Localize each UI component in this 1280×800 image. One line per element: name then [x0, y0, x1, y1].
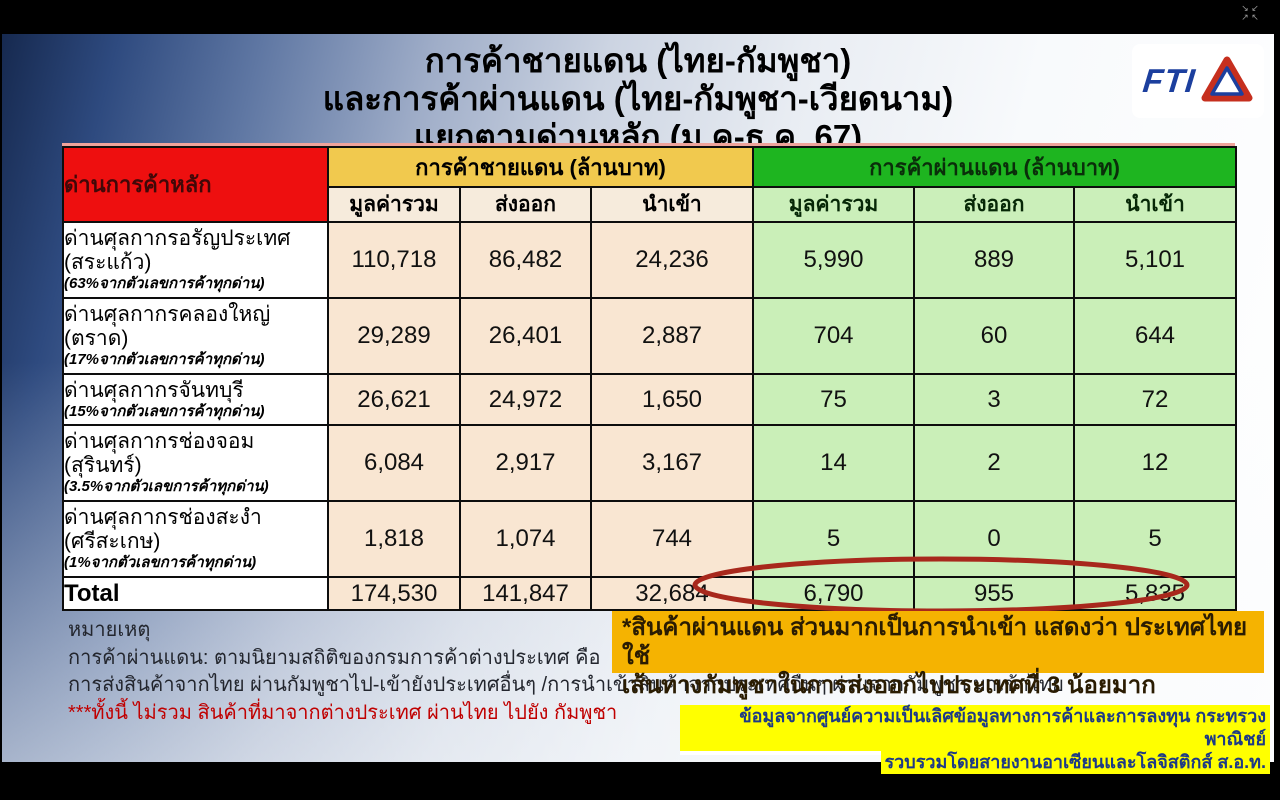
border-export-value: 86,482 — [459, 221, 592, 299]
total-transit-import: 5,835 — [1072, 576, 1238, 611]
border-export-value: 26,401 — [459, 297, 592, 375]
table-top-accent-line — [62, 143, 1235, 146]
transit-callout-box: *สินค้าผ่านแดน ส่วนมากเป็นการนำเข้า แสดง… — [612, 611, 1264, 699]
checkpoint-province: (สระแก้ว) — [64, 251, 152, 274]
border-export-value: 2,917 — [459, 424, 592, 502]
table-row: ด่านศุลกากรจันทบุรี (15%จากตัวเลขการค้าท… — [62, 373, 1238, 426]
checkpoint-percent: (15%จากตัวเลขการค้าทุกด่าน) — [64, 402, 265, 420]
notes-block: หมายเหตุ การค้าผ่านแดน: ตามนิยามสถิติของ… — [68, 617, 1064, 727]
total-border-total: 174,530 — [327, 576, 461, 611]
transit-export-value: 2 — [913, 424, 1075, 502]
notes-heading: หมายเหตุ — [68, 619, 151, 641]
title-line-1: การค้าชายแดน (ไทย-กัมพูชา) — [424, 42, 852, 79]
checkpoint-name: ด่านศุลกากรช่องสะงำ — [64, 506, 262, 529]
total-transit-export: 955 — [913, 576, 1075, 611]
checkpoint-label-cell: ด่านศุลกากรคลองใหญ่ (ตราด) (17%จากตัวเลข… — [62, 297, 329, 375]
transit-trade-group-header: การค้าผ่านแดน (ล้านบาท) — [751, 146, 1238, 188]
checkpoint-name: ด่านศุลกากรจันทบุรี — [64, 378, 244, 402]
checkpoint-label-cell: ด่านศุลกากรอรัญประเทศ (สระแก้ว) (63%จากต… — [62, 221, 329, 299]
slide-title: การค้าชายแดน (ไทย-กัมพูชา) และการค้าผ่าน… — [122, 42, 1154, 156]
border-total-value: 6,084 — [327, 424, 461, 502]
table-row: ด่านศุลกากรช่องจอม (สุรินทร์) (3.5%จากตั… — [62, 424, 1238, 502]
transit-export-header: ส่งออก — [913, 186, 1075, 223]
checkpoint-percent: (17%จากตัวเลขการค้าทุกด่าน) — [64, 351, 265, 368]
table-row: ด่านศุลกากรอรัญประเทศ (สระแก้ว) (63%จากต… — [62, 221, 1238, 299]
checkpoint-name: ด่านศุลกากรช่องจอม — [64, 430, 255, 453]
checkpoint-province: (ตราด) — [64, 327, 129, 350]
transit-total-value: 75 — [752, 373, 915, 426]
transit-export-value: 60 — [913, 297, 1075, 375]
callout-line-2: เส้นทางกัมพูชาในการส่งออกไปประเทศที่ 3 น… — [622, 672, 1156, 699]
total-label: Total — [62, 576, 329, 611]
checkpoint-province: (สุรินทร์) — [64, 454, 142, 477]
border-import-value: 3,167 — [590, 424, 754, 502]
border-export-value: 1,074 — [459, 500, 592, 578]
transit-total-value: 5,990 — [752, 221, 915, 299]
arrow-se: ↘ — [1241, 3, 1249, 13]
transit-import-value: 12 — [1072, 424, 1238, 502]
arrow-ne: ↗ — [1241, 12, 1249, 22]
checkpoint-label-cell: ด่านศุลกากรช่องสะงำ (ศรีสะเกษ) (1%จากตัว… — [62, 500, 329, 578]
checkpoint-name: ด่านศุลกากรคลองใหญ่ — [64, 303, 271, 326]
transit-import-value: 5,101 — [1072, 221, 1238, 299]
fti-logo: FTI — [1132, 44, 1264, 118]
checkpoint-percent: (3.5%จากตัวเลขการค้าทุกด่าน) — [64, 478, 269, 495]
checkpoint-percent: (63%จากตัวเลขการค้าทุกด่าน) — [64, 275, 265, 292]
arrow-sw: ↙ — [1251, 3, 1259, 13]
transit-total-value: 704 — [752, 297, 915, 375]
border-import-value: 1,650 — [590, 373, 754, 426]
trade-table: ด่านการค้าหลัก การค้าชายแดน (ล้านบาท) กา… — [62, 146, 1238, 611]
border-total-value: 110,718 — [327, 221, 461, 299]
border-export-header: ส่งออก — [459, 186, 592, 223]
table-total-row: Total 174,530 141,847 32,684 6,790 955 5… — [62, 576, 1238, 611]
transit-export-value: 889 — [913, 221, 1075, 299]
notes-red-warning: ***ทั้งนี้ ไม่รวม สินค้าที่มาจากต่างประเ… — [68, 701, 618, 724]
border-import-value: 24,236 — [590, 221, 754, 299]
notes-line-1: การค้าผ่านแดน: ตามนิยามสถิติของกรมการค้า… — [68, 646, 601, 669]
transit-export-value: 0 — [913, 500, 1075, 578]
border-import-header: นำเข้า — [590, 186, 754, 223]
callout-line-1: *สินค้าผ่านแดน ส่วนมากเป็นการนำเข้า แสดง… — [622, 614, 1248, 670]
border-total-value: 29,289 — [327, 297, 461, 375]
source-line-2: รวบรวมโดยสายงานอาเซียนและโลจิสติกส์ ส.อ.… — [880, 751, 1270, 774]
transit-import-value: 72 — [1072, 373, 1238, 426]
table-row: ด่านศุลกากรคลองใหญ่ (ตราด) (17%จากตัวเลข… — [62, 297, 1238, 375]
exit-fullscreen-icon[interactable]: ↘ ↙ ↗ ↖ — [1237, 3, 1263, 23]
checkpoint-label-cell: ด่านศุลกากรช่องจอม (สุรินทร์) (3.5%จากตั… — [62, 424, 329, 502]
table-row: ด่านศุลกากรช่องสะงำ (ศรีสะเกษ) (1%จากตัว… — [62, 500, 1238, 578]
checkpoint-percent: (1%จากตัวเลขการค้าทุกด่าน) — [64, 554, 257, 571]
table-group-header-row: ด่านการค้าหลัก การค้าชายแดน (ล้านบาท) กา… — [62, 146, 1238, 223]
transit-import-value: 5 — [1072, 500, 1238, 578]
title-line-2: และการค้าผ่านแดน (ไทย-กัมพูชา-เวียดนาม) — [322, 80, 954, 117]
transit-total-header: มูลค่ารวม — [752, 186, 915, 223]
transit-export-value: 3 — [913, 373, 1075, 426]
source-line-1: ข้อมูลจากศูนย์ความเป็นเลิศข้อมูลทางการค้… — [680, 705, 1270, 751]
border-total-header: มูลค่ารวม — [327, 186, 461, 223]
total-transit-total: 6,790 — [752, 576, 915, 611]
checkpoint-label-cell: ด่านศุลกากรจันทบุรี (15%จากตัวเลขการค้าท… — [62, 373, 329, 426]
table-subheader-row: มูลค่ารวม ส่งออก นำเข้า มูลค่ารวม ส่งออก… — [63, 186, 1238, 223]
source-panel: ข้อมูลจากศูนย์ความเป็นเลิศข้อมูลทางการค้… — [680, 705, 1270, 774]
total-border-export: 141,847 — [459, 576, 592, 611]
border-import-value: 744 — [590, 500, 754, 578]
transit-import-value: 644 — [1072, 297, 1238, 375]
fti-triangle-icon — [1201, 55, 1253, 108]
arrow-nw: ↖ — [1251, 12, 1259, 22]
total-border-import: 32,684 — [590, 576, 754, 611]
transit-import-header: นำเข้า — [1072, 186, 1238, 223]
transit-total-value: 5 — [752, 500, 915, 578]
border-export-value: 24,972 — [459, 373, 592, 426]
corner-header-cell: ด่านการค้าหลัก — [62, 146, 329, 223]
fti-logo-text: FTI — [1140, 62, 1198, 99]
checkpoint-name: ด่านศุลกากรอรัญประเทศ — [64, 227, 291, 250]
checkpoint-province: (ศรีสะเกษ) — [64, 530, 161, 553]
border-total-value: 1,818 — [327, 500, 461, 578]
border-import-value: 2,887 — [590, 297, 754, 375]
slide: การค้าชายแดน (ไทย-กัมพูชา) และการค้าผ่าน… — [2, 34, 1274, 774]
border-total-value: 26,621 — [327, 373, 461, 426]
border-trade-group-header: การค้าชายแดน (ล้านบาท) — [327, 146, 754, 188]
notes-line-2: การส่งสินค้าจากไทย ผ่านกัมพูชาไป-เข้ายัง… — [68, 674, 1064, 696]
transit-total-value: 14 — [752, 424, 915, 502]
